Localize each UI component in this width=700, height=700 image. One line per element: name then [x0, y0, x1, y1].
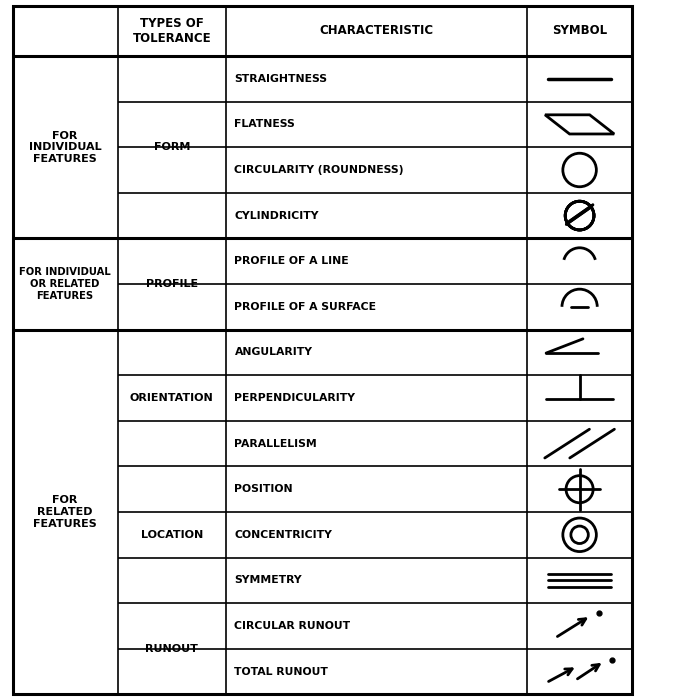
Text: POSITION: POSITION: [234, 484, 293, 494]
Text: FORM: FORM: [154, 142, 190, 152]
Text: LOCATION: LOCATION: [141, 530, 203, 540]
Text: STRAIGHTNESS: STRAIGHTNESS: [234, 74, 328, 84]
Text: FOR INDIVIDUAL
OR RELATED
FEATURES: FOR INDIVIDUAL OR RELATED FEATURES: [19, 267, 111, 300]
Text: CIRCULAR RUNOUT: CIRCULAR RUNOUT: [234, 621, 351, 631]
Text: PERPENDICULARITY: PERPENDICULARITY: [234, 393, 356, 403]
Text: CONCENTRICITY: CONCENTRICITY: [234, 530, 332, 540]
Text: PARALLELISM: PARALLELISM: [234, 439, 317, 449]
Text: FOR
RELATED
FEATURES: FOR RELATED FEATURES: [33, 496, 97, 528]
Text: ORIENTATION: ORIENTATION: [130, 393, 214, 403]
Text: FOR
INDIVIDUAL
FEATURES: FOR INDIVIDUAL FEATURES: [29, 131, 101, 164]
Polygon shape: [545, 115, 614, 134]
Text: RUNOUT: RUNOUT: [146, 644, 198, 654]
Bar: [13, 6, 632, 694]
Text: SYMMETRY: SYMMETRY: [234, 575, 302, 585]
Text: TOTAL RUNOUT: TOTAL RUNOUT: [234, 666, 328, 677]
Text: PROFILE: PROFILE: [146, 279, 198, 289]
Text: TYPES OF
TOLERANCE: TYPES OF TOLERANCE: [132, 17, 211, 45]
Text: ANGULARITY: ANGULARITY: [234, 347, 312, 358]
Text: CIRCULARITY (ROUNDNESS): CIRCULARITY (ROUNDNESS): [234, 165, 404, 175]
Text: PROFILE OF A SURFACE: PROFILE OF A SURFACE: [234, 302, 377, 312]
Circle shape: [565, 201, 594, 230]
Text: SYMBOL: SYMBOL: [552, 25, 607, 37]
Text: CHARACTERISTIC: CHARACTERISTIC: [319, 25, 434, 37]
Text: FLATNESS: FLATNESS: [234, 120, 295, 130]
Text: CYLINDRICITY: CYLINDRICITY: [234, 211, 319, 220]
Text: PROFILE OF A LINE: PROFILE OF A LINE: [234, 256, 349, 266]
